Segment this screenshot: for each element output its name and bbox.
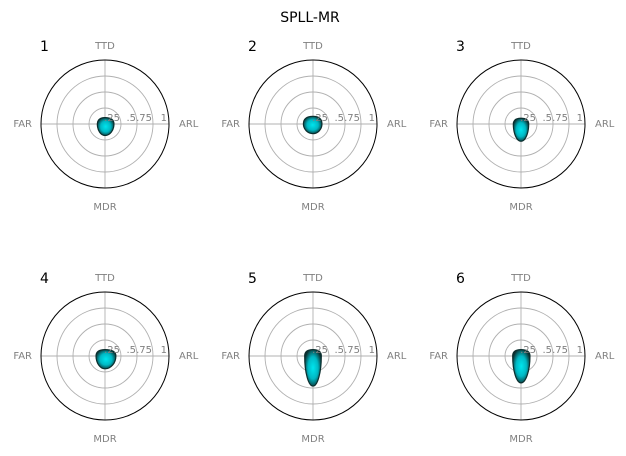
outer-circle — [456, 59, 586, 189]
axis-label-arl: ARL — [387, 351, 407, 362]
radial-tick-label: .75 — [552, 113, 568, 124]
radar-panel-5: .25 .5.75 1 TTD ARL MDR FAR 5 — [221, 271, 406, 445]
axis-label-mdr: MDR — [93, 202, 116, 213]
outer-circle — [40, 291, 170, 421]
axis-label-mdr: MDR — [301, 202, 324, 213]
panel-label: 5 — [248, 271, 257, 287]
radar-panel-6: .25 .5.75 1 TTD ARL MDR FAR 6 — [429, 271, 614, 445]
radial-tick-label: .5 — [126, 345, 136, 356]
radial-tick-label: .25 — [104, 345, 120, 356]
radial-tick-label: .5 — [334, 345, 344, 356]
radial-tick-label: .5 — [542, 113, 552, 124]
radar-panel-4: .25 .5.75 1 TTD ARL MDR FAR 4 — [13, 271, 198, 445]
axis-label-ttd: TTD — [94, 41, 115, 52]
radial-tick-label: .75 — [136, 113, 152, 124]
radar-panel-3: .25 .5.75 1 TTD ARL MDR FAR 3 — [429, 39, 614, 213]
axis-label-far: FAR — [429, 119, 448, 130]
radial-tick-label: .25 — [520, 113, 536, 124]
axis-label-ttd: TTD — [510, 273, 531, 284]
radial-tick-label: .75 — [344, 345, 360, 356]
axis-label-mdr: MDR — [509, 202, 532, 213]
data-shape — [95, 348, 117, 370]
radial-tick-label: .5 — [542, 345, 552, 356]
radial-tick-label: .5 — [126, 113, 136, 124]
axis-label-arl: ARL — [179, 119, 199, 130]
radial-tick-label: 1 — [369, 345, 375, 356]
panel-label: 3 — [456, 39, 465, 55]
panel-label: 4 — [40, 271, 49, 287]
axis-label-far: FAR — [13, 119, 32, 130]
data-shape — [512, 117, 530, 142]
radial-tick-label: .25 — [104, 113, 120, 124]
radar-panel-2: .25 .5.75 1 TTD ARL MDR FAR 2 — [221, 39, 406, 213]
data-shape — [512, 348, 531, 384]
panel-label: 2 — [248, 39, 257, 55]
radar-panel-1: .25 .5.75 1 TTD ARL MDR FAR 1 — [13, 39, 198, 213]
axis-label-far: FAR — [221, 351, 240, 362]
outer-circle — [248, 291, 378, 421]
axis-label-mdr: MDR — [509, 434, 532, 445]
axis-label-arl: ARL — [179, 351, 199, 362]
axis-label-mdr: MDR — [301, 434, 324, 445]
axis-label-ttd: TTD — [302, 273, 323, 284]
outer-circle — [248, 59, 378, 189]
data-shape — [96, 116, 115, 137]
data-shape — [302, 115, 323, 135]
radial-tick-label: .25 — [312, 113, 328, 124]
radial-tick-label: 1 — [577, 345, 583, 356]
axis-label-arl: ARL — [595, 351, 615, 362]
radial-tick-label: .75 — [136, 345, 152, 356]
radial-tick-label: .75 — [344, 113, 360, 124]
axis-label-ttd: TTD — [302, 41, 323, 52]
chart-title: SPLL-MR — [280, 10, 340, 26]
axis-label-ttd: TTD — [510, 41, 531, 52]
radial-tick-label: .5 — [334, 113, 344, 124]
outer-circle — [40, 59, 170, 189]
radial-tick-label: 1 — [161, 113, 167, 124]
axis-label-arl: ARL — [595, 119, 615, 130]
radial-tick-label: 1 — [369, 113, 375, 124]
axis-label-far: FAR — [13, 351, 32, 362]
axis-label-far: FAR — [221, 119, 240, 130]
radial-tick-label: .25 — [312, 345, 328, 356]
radial-tick-label: .75 — [552, 345, 568, 356]
data-shape — [304, 348, 322, 387]
radial-tick-label: 1 — [161, 345, 167, 356]
axis-label-ttd: TTD — [94, 273, 115, 284]
axis-label-mdr: MDR — [93, 434, 116, 445]
panel-label: 1 — [40, 39, 49, 55]
radial-tick-label: .25 — [520, 345, 536, 356]
panel-label: 6 — [456, 271, 465, 287]
radial-tick-label: 1 — [577, 113, 583, 124]
axis-label-far: FAR — [429, 351, 448, 362]
axis-label-arl: ARL — [387, 119, 407, 130]
outer-circle — [456, 291, 586, 421]
